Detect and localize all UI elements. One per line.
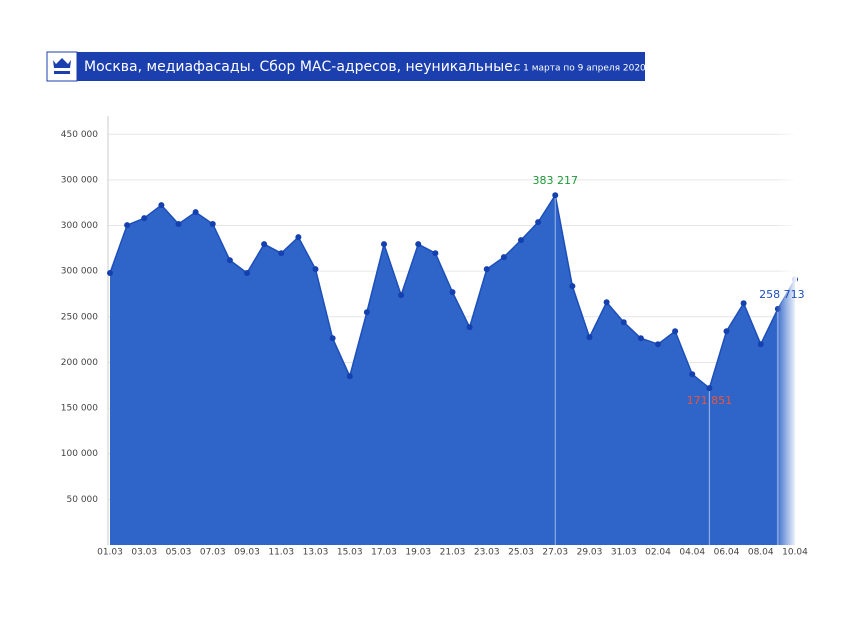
data-label: 258 713 bbox=[759, 288, 805, 301]
y-tick-label: 250 000 bbox=[61, 312, 98, 322]
marker bbox=[706, 385, 713, 392]
x-tick-label: 05.03 bbox=[166, 548, 192, 558]
marker bbox=[500, 254, 507, 261]
logo-icon bbox=[53, 58, 71, 74]
marker bbox=[278, 250, 285, 257]
x-tick-label: 09.03 bbox=[234, 548, 260, 558]
marker bbox=[192, 209, 199, 216]
chart-title: Москва, медиафасады. Сбор МАС-адресов, н… bbox=[84, 59, 517, 75]
marker bbox=[483, 266, 490, 273]
x-tick-label: 11.03 bbox=[268, 548, 294, 558]
marker bbox=[655, 341, 661, 348]
x-tick-label: 19.03 bbox=[405, 548, 431, 558]
y-tick-label: 150 000 bbox=[61, 404, 98, 414]
header-band bbox=[47, 52, 645, 81]
y-tick-label: 50 000 bbox=[67, 495, 99, 505]
marker bbox=[620, 319, 627, 326]
marker bbox=[723, 328, 730, 335]
x-tick-label: 27.03 bbox=[542, 548, 568, 558]
y-tick-label: 200 000 bbox=[61, 358, 98, 368]
marker bbox=[415, 241, 422, 248]
x-tick-label: 10.04 bbox=[782, 548, 808, 558]
marker bbox=[158, 202, 165, 209]
x-tick-label: 08.04 bbox=[748, 548, 774, 558]
x-tick-label: 29.03 bbox=[577, 548, 603, 558]
marker bbox=[124, 222, 131, 229]
area bbox=[110, 195, 795, 545]
marker bbox=[295, 234, 302, 241]
marker bbox=[398, 292, 405, 299]
marker bbox=[637, 335, 644, 342]
chart-subtitle: С 1 марта по 9 апреля 2020 г. bbox=[514, 64, 656, 74]
marker bbox=[363, 309, 370, 316]
marker bbox=[381, 241, 387, 248]
x-tick-label: 25.03 bbox=[508, 548, 534, 558]
marker bbox=[552, 192, 559, 199]
marker bbox=[261, 241, 268, 248]
marker bbox=[449, 289, 456, 296]
x-tick-label: 02.04 bbox=[645, 548, 671, 558]
x-tick-label: 21.03 bbox=[440, 548, 466, 558]
x-tick-label: 01.03 bbox=[97, 548, 123, 558]
y-tick-label: 300 000 bbox=[61, 267, 98, 277]
marker bbox=[672, 328, 679, 335]
x-tick-label: 31.03 bbox=[611, 548, 637, 558]
marker bbox=[466, 324, 473, 331]
marker bbox=[209, 220, 216, 227]
marker bbox=[757, 341, 764, 348]
y-tick-label: 450 000 bbox=[61, 130, 98, 140]
x-tick-label: 06.04 bbox=[714, 548, 740, 558]
y-tick-label: 300 000 bbox=[61, 221, 98, 231]
x-tick-label: 07.03 bbox=[200, 548, 226, 558]
fade bbox=[775, 116, 797, 545]
marker bbox=[244, 269, 250, 276]
plot: 50 000 100 000 150 000 200 000 250 000 300 00… bbox=[61, 116, 808, 558]
marker bbox=[141, 215, 148, 222]
marker bbox=[329, 335, 336, 342]
x-tick-label: 03.03 bbox=[131, 548, 157, 558]
data-label: 171 851 bbox=[687, 394, 733, 407]
x-tick-label: 23.03 bbox=[474, 548, 500, 558]
marker bbox=[312, 266, 319, 273]
x-tick-label: 13.03 bbox=[303, 548, 329, 558]
y-tick-label: 100 000 bbox=[61, 449, 98, 459]
marker bbox=[346, 373, 353, 380]
marker bbox=[740, 300, 747, 307]
marker bbox=[518, 237, 524, 244]
marker bbox=[107, 269, 113, 276]
x-tick-label: 15.03 bbox=[337, 548, 363, 558]
marker bbox=[689, 371, 696, 378]
marker bbox=[603, 299, 610, 306]
marker bbox=[586, 334, 593, 341]
marker bbox=[226, 257, 233, 264]
x-tick-label: 17.03 bbox=[371, 548, 397, 558]
y-tick-label: 300 000 bbox=[61, 175, 98, 185]
marker bbox=[432, 250, 439, 257]
data-label: 383 217 bbox=[533, 174, 579, 187]
marker bbox=[569, 283, 576, 290]
x-tick-label: 04.04 bbox=[679, 548, 705, 558]
marker bbox=[175, 220, 182, 227]
marker bbox=[535, 219, 542, 226]
